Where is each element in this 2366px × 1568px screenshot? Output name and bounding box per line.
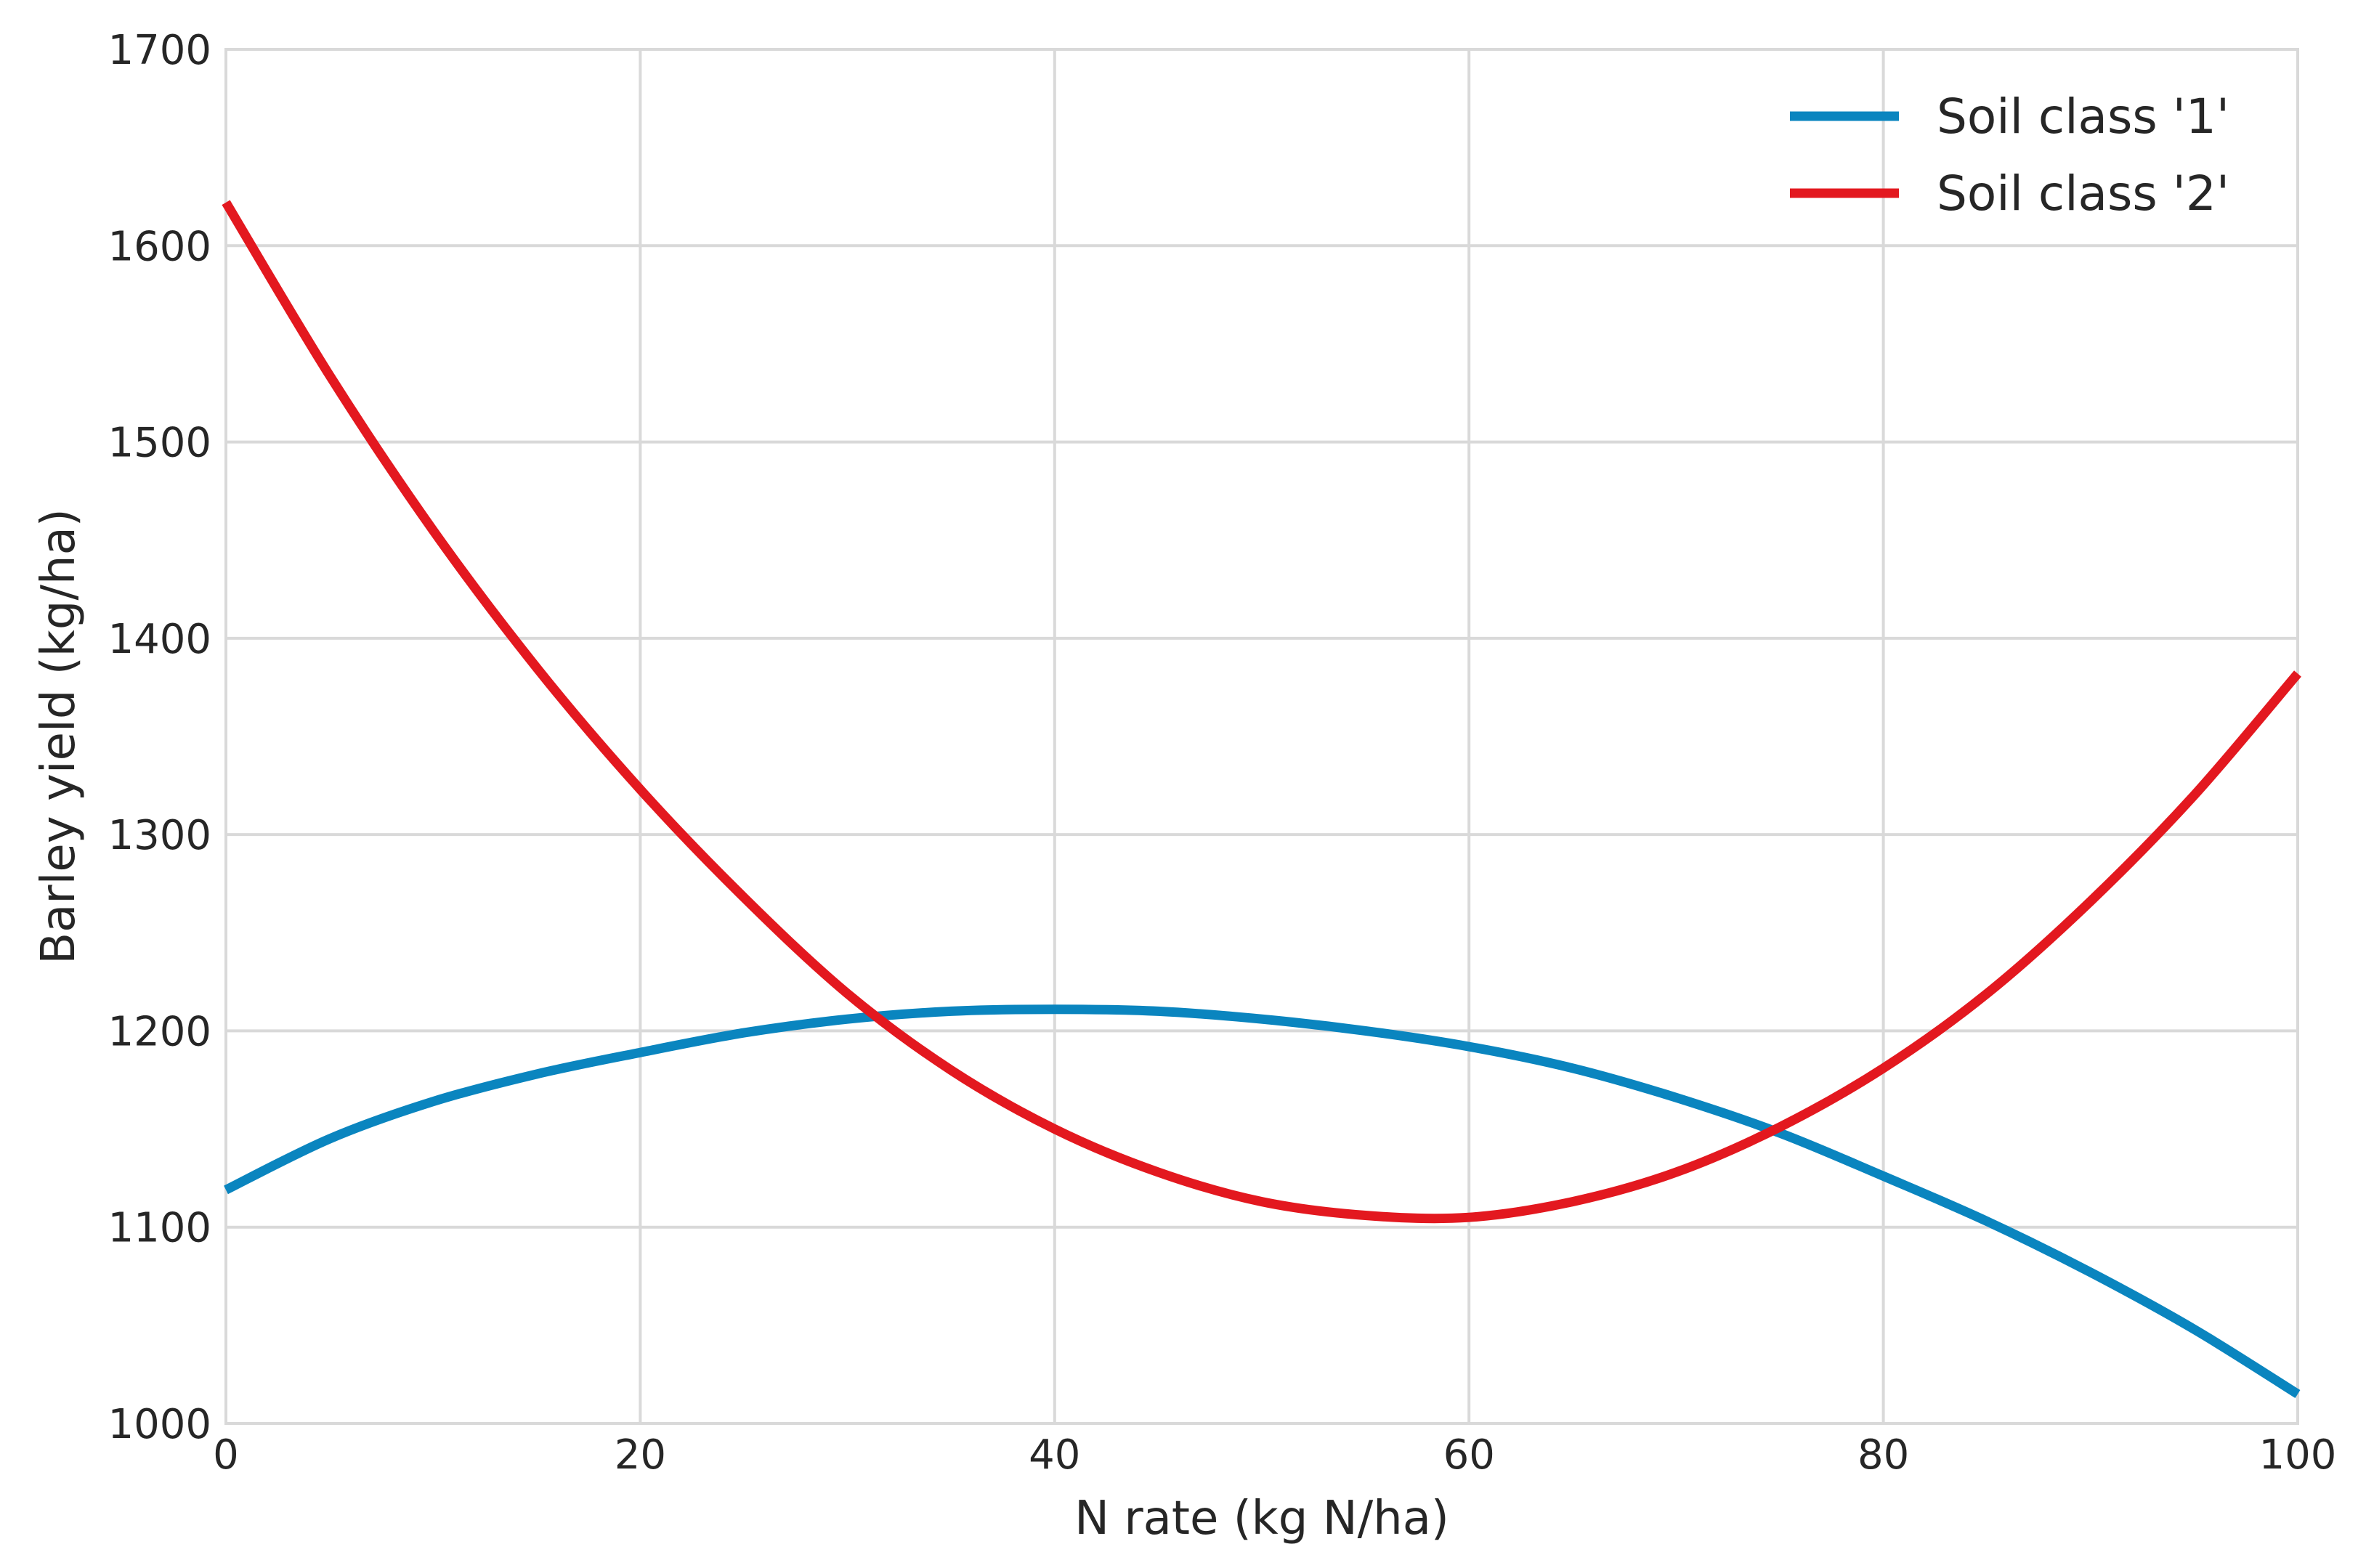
y-tick-label-1200: 1200 bbox=[108, 1008, 211, 1055]
x-tick-label-80: 80 bbox=[1857, 1431, 1909, 1479]
y-tick-label-1100: 1100 bbox=[108, 1205, 211, 1252]
x-tick-label-100: 100 bbox=[2259, 1431, 2337, 1479]
y-tick-label-1000: 1000 bbox=[108, 1401, 211, 1448]
x-tick-label-0: 0 bbox=[213, 1431, 239, 1479]
x-tick-label-20: 20 bbox=[615, 1431, 666, 1479]
y-tick-label-1700: 1700 bbox=[108, 27, 211, 74]
series-line-soil-class-2 bbox=[222, 200, 2301, 1224]
legend-label-soil-class-1: Soil class '1' bbox=[1937, 89, 2229, 145]
y-tick-label-1500: 1500 bbox=[108, 420, 211, 467]
tick-labels: 0 20 40 60 80 100 1000 1100 1200 1300 1400 1500 1600… bbox=[108, 27, 2336, 1479]
y-tick-label-1600: 1600 bbox=[108, 223, 211, 270]
x-tick-label-60: 60 bbox=[1443, 1431, 1495, 1479]
legend: Soil class '1' Soil class '2' bbox=[1790, 89, 2229, 222]
y-axis-title: Barley yield (kg/ha) bbox=[32, 508, 86, 964]
legend-label-soil-class-2: Soil class '2' bbox=[1937, 166, 2229, 222]
y-tick-label-1400: 1400 bbox=[108, 616, 211, 663]
plot-frame bbox=[224, 48, 2299, 1425]
x-tick-label-40: 40 bbox=[1029, 1431, 1080, 1479]
series-group bbox=[222, 200, 2301, 1399]
y-tick-label-1300: 1300 bbox=[108, 812, 211, 859]
series-line-soil-class-1 bbox=[224, 1004, 2301, 1399]
x-axis-title: N rate (kg N/ha) bbox=[1074, 1492, 1449, 1545]
